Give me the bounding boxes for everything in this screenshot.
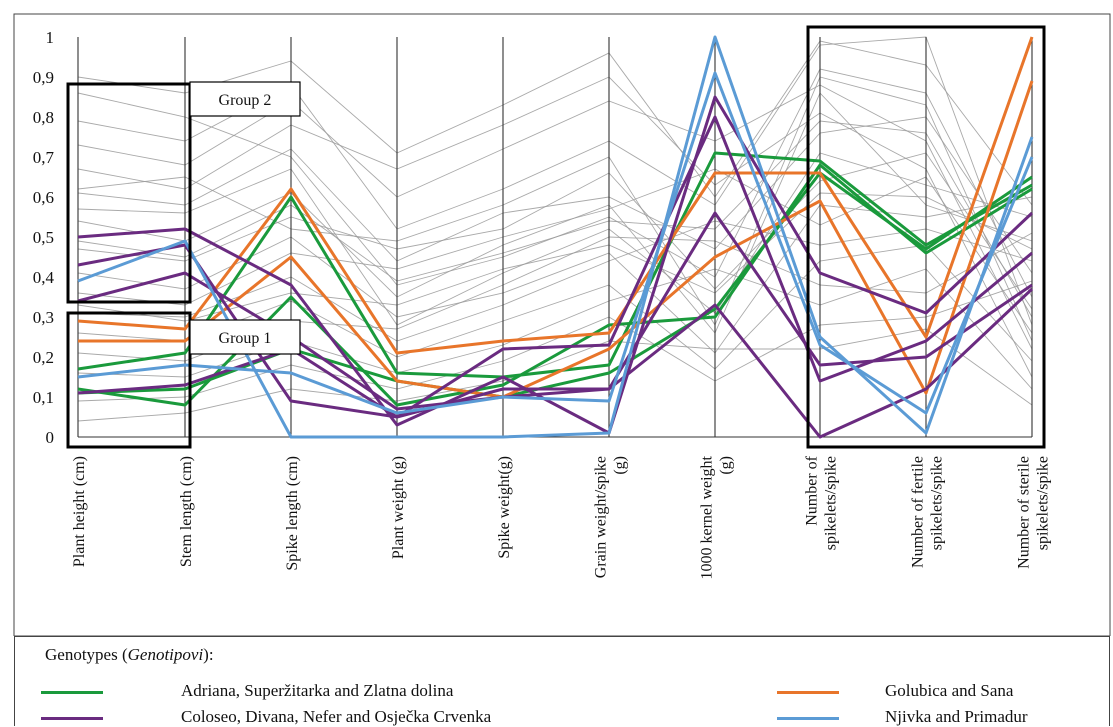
background-line-8: [77, 152, 1033, 310]
background-line-3: [77, 84, 1033, 350]
group-2-box: [66, 82, 192, 304]
background-line-6: [77, 152, 1033, 326]
right-group-box: [806, 25, 1046, 449]
series-line-11: [77, 71, 1034, 415]
series-line-5: [78, 80, 1034, 399]
axis-label-6-line-2: (g): [612, 456, 629, 475]
group-1-label: Group 1: [219, 330, 272, 347]
legend-label-green: Adriana, Superžitarka and Zlatna dolina: [181, 681, 454, 700]
legend: Genotypes (Genotipovi): Adriana, Superži…: [14, 636, 1110, 726]
background-line-18: [77, 76, 1033, 342]
group-2-label: Group 2: [219, 92, 272, 109]
background-line-20: [77, 192, 1033, 322]
axis-label-9-line-1: Number of fertile: [910, 456, 927, 568]
y-tick-label: 0,2: [33, 348, 54, 367]
y-tick-labels: 0 0,1 0,2 0,3 0,4 0,5 0,6 0,7 0,8 0,9 1: [33, 28, 55, 447]
y-tick-label: 0,8: [33, 108, 54, 127]
y-tick-label: 0: [46, 428, 55, 447]
axis-label-1: Plant height (cm): [71, 456, 88, 567]
axis-label-7-line-2: (g): [718, 456, 735, 475]
axis-label-6-line-1: Grain weight/spike: [593, 456, 610, 578]
axis-label-3: Spike length (cm): [284, 456, 301, 571]
chart-svg: 0 0,1 0,2 0,3 0,4 0,5 0,6 0,7 0,8 0,9 1 Plant heig…: [13, 13, 1111, 637]
legend-swatch-orange: [777, 691, 839, 694]
background-line-11: [77, 220, 1033, 342]
legend-label-orange: Golubica and Sana: [885, 681, 1014, 700]
y-tick-label: 0,5: [33, 228, 54, 247]
group-1-box: [66, 311, 192, 449]
y-tick-label: 0,1: [33, 388, 54, 407]
legend-swatch-purple: [41, 717, 103, 720]
group-1-label-box: [189, 319, 301, 355]
background-line-10: [77, 168, 1033, 334]
axis-label-9-line-2: spikelets/spike: [929, 456, 946, 550]
axis-label-2: Stem length (cm): [178, 456, 195, 567]
y-tick-label: 0,9: [33, 68, 54, 87]
axis-label-10-line-2: spikelets/spike: [1035, 456, 1052, 550]
y-tick-label: 1: [46, 28, 55, 47]
series-line-8: [77, 211, 1033, 411]
group-2-label-box: [189, 81, 301, 117]
y-tick-label: 0,7: [33, 148, 55, 167]
legend-title-prefix: Genotypes (: [45, 645, 128, 664]
legend-label-purple: Coloseo, Divana, Nefer and Osječka Crven…: [181, 707, 492, 726]
background-line-15: [77, 280, 1033, 402]
legend-label-blue: Njivka and Primadur: [885, 707, 1028, 726]
y-tick-label: 0,6: [33, 188, 54, 207]
series-line-4: [77, 36, 1034, 355]
background-line-19: [77, 120, 1033, 318]
background-line-5: [77, 116, 1033, 274]
axis-label-5: Spike weight(g): [496, 456, 513, 559]
axis-label-8-line-1: Number of: [804, 455, 821, 525]
background-line-4: [77, 76, 1033, 378]
legend-title-suffix: ):: [203, 645, 214, 664]
legend-title: Genotypes (Genotipovi):: [45, 645, 214, 665]
axis-labels: Plant height (cm) Stem length (cm) Spike l…: [71, 455, 1052, 579]
series-line-9: [77, 287, 1034, 439]
axis-label-7-line-1: 1000 kernel weight: [699, 455, 716, 579]
background-line-17: [77, 40, 1033, 206]
group-annotations: Group 2 Group 1: [66, 25, 1046, 449]
background-line-14: [77, 268, 1033, 390]
axis-label-8-line-2: spikelets/spike: [823, 456, 840, 550]
legend-swatch-blue: [777, 717, 839, 720]
axis-label-4: Plant weight (g): [390, 456, 407, 559]
y-tick-label: 0,4: [33, 268, 55, 287]
legend-title-italic: Genotipovi: [127, 645, 204, 664]
series-line-1: [77, 151, 1033, 379]
y-tick-label: 0,3: [33, 308, 54, 327]
background-line-7: [77, 92, 1033, 334]
background-line-16: [77, 328, 1033, 422]
series-line-3: [77, 171, 1033, 399]
legend-swatch-green: [41, 691, 103, 694]
series-line-6: [77, 95, 1034, 435]
axis-label-10-line-1: Number of sterile: [1016, 456, 1033, 569]
